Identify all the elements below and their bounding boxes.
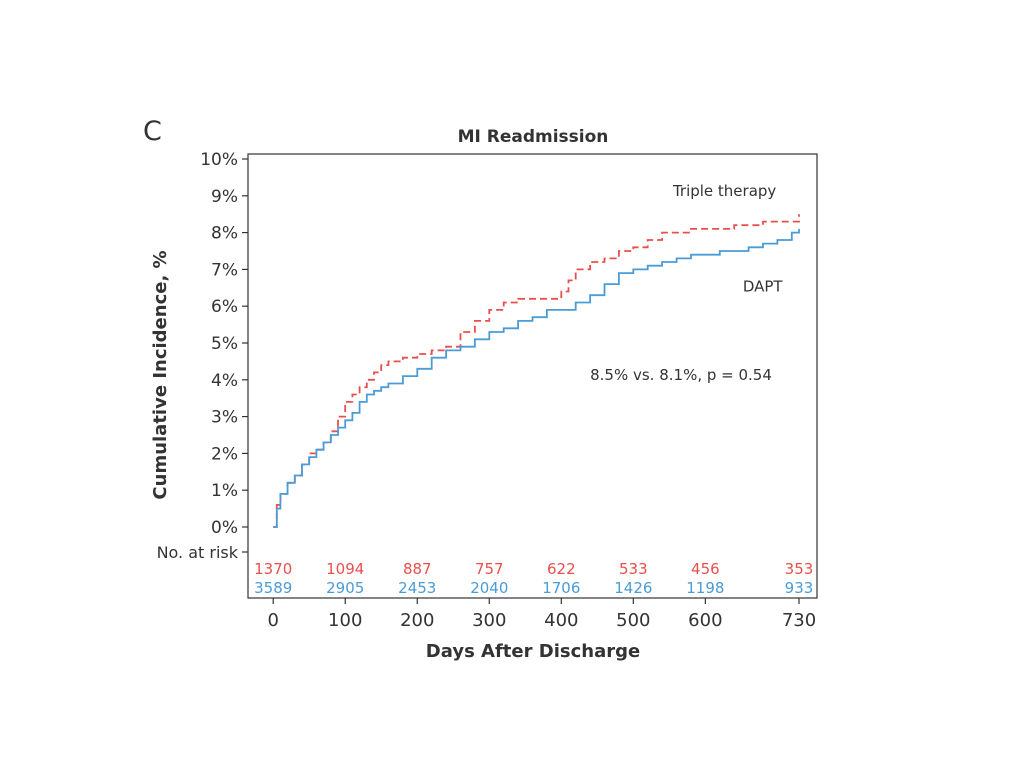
at-risk-value: 456 (691, 560, 720, 578)
labels-layer: Triple therapy DAPT 8.5% vs. 8.1%, p = 0.5… (590, 182, 783, 384)
y-tick-label: 3% (211, 408, 238, 428)
y-tick-label: 10% (200, 150, 238, 170)
x-tick-label: 400 (544, 610, 578, 631)
y-tick-label: 4% (211, 371, 238, 391)
at-risk-value: 757 (475, 560, 504, 578)
x-axis-label: Days After Discharge (426, 641, 640, 662)
y-tick-label: 7% (211, 260, 238, 280)
y-tick-label: 9% (211, 187, 238, 207)
y-axis-label: Cumulative Incidence, % (150, 250, 171, 499)
at-risk-value: 2905 (326, 579, 364, 597)
at-risk-value: 353 (785, 560, 814, 578)
series-line-dapt (273, 228, 800, 528)
x-axis: 0 100 200 300 400 500 600 730 (267, 598, 816, 631)
at-risk-value: 1426 (614, 579, 652, 597)
at-risk-value: 3589 (254, 579, 292, 597)
panel-label: C (143, 116, 162, 147)
at-risk-header: No. at risk (157, 543, 239, 562)
x-tick-label: 730 (782, 610, 816, 631)
y-tick-label: 6% (211, 297, 238, 317)
y-tick-label: 8% (211, 224, 238, 244)
y-axis: 0% 1% 2% 3% 4% 5% 6% 7% 8% 9% 10% (200, 150, 248, 553)
at-risk-value: 2040 (470, 579, 508, 597)
y-tick-label: 2% (211, 444, 238, 464)
x-tick-label: 100 (328, 610, 362, 631)
at-risk-value: 887 (403, 560, 432, 578)
at-risk-value: 1198 (686, 579, 724, 597)
x-tick-label: 200 (400, 610, 434, 631)
x-tick-label: 0 (267, 610, 278, 631)
series-label: Triple therapy (672, 182, 776, 200)
chart-title: MI Readmission (458, 127, 609, 147)
at-risk-value: 1094 (326, 560, 364, 578)
stats-annotation: 8.5% vs. 8.1%, p = 0.54 (590, 366, 772, 384)
at-risk-value: 1370 (254, 560, 292, 578)
series-label: DAPT (743, 277, 784, 295)
series-layer (273, 214, 800, 528)
at-risk-value: 1706 (542, 579, 580, 597)
plot-frame (247, 153, 818, 599)
x-tick-label: 300 (472, 610, 506, 631)
y-tick-label: 0% (211, 518, 238, 538)
at-risk-value: 2453 (398, 579, 436, 597)
y-tick-label: 5% (211, 334, 238, 354)
at-risk-value: 933 (785, 579, 814, 597)
at-risk-value: 622 (547, 560, 576, 578)
at-risk-value: 533 (619, 560, 648, 578)
y-tick-label: 1% (211, 481, 238, 501)
risk-table: No. at risk 1370 1094 887 757 622 533 456 353 358… (157, 543, 814, 597)
x-tick-label: 500 (616, 610, 650, 631)
x-tick-label: 600 (688, 610, 722, 631)
